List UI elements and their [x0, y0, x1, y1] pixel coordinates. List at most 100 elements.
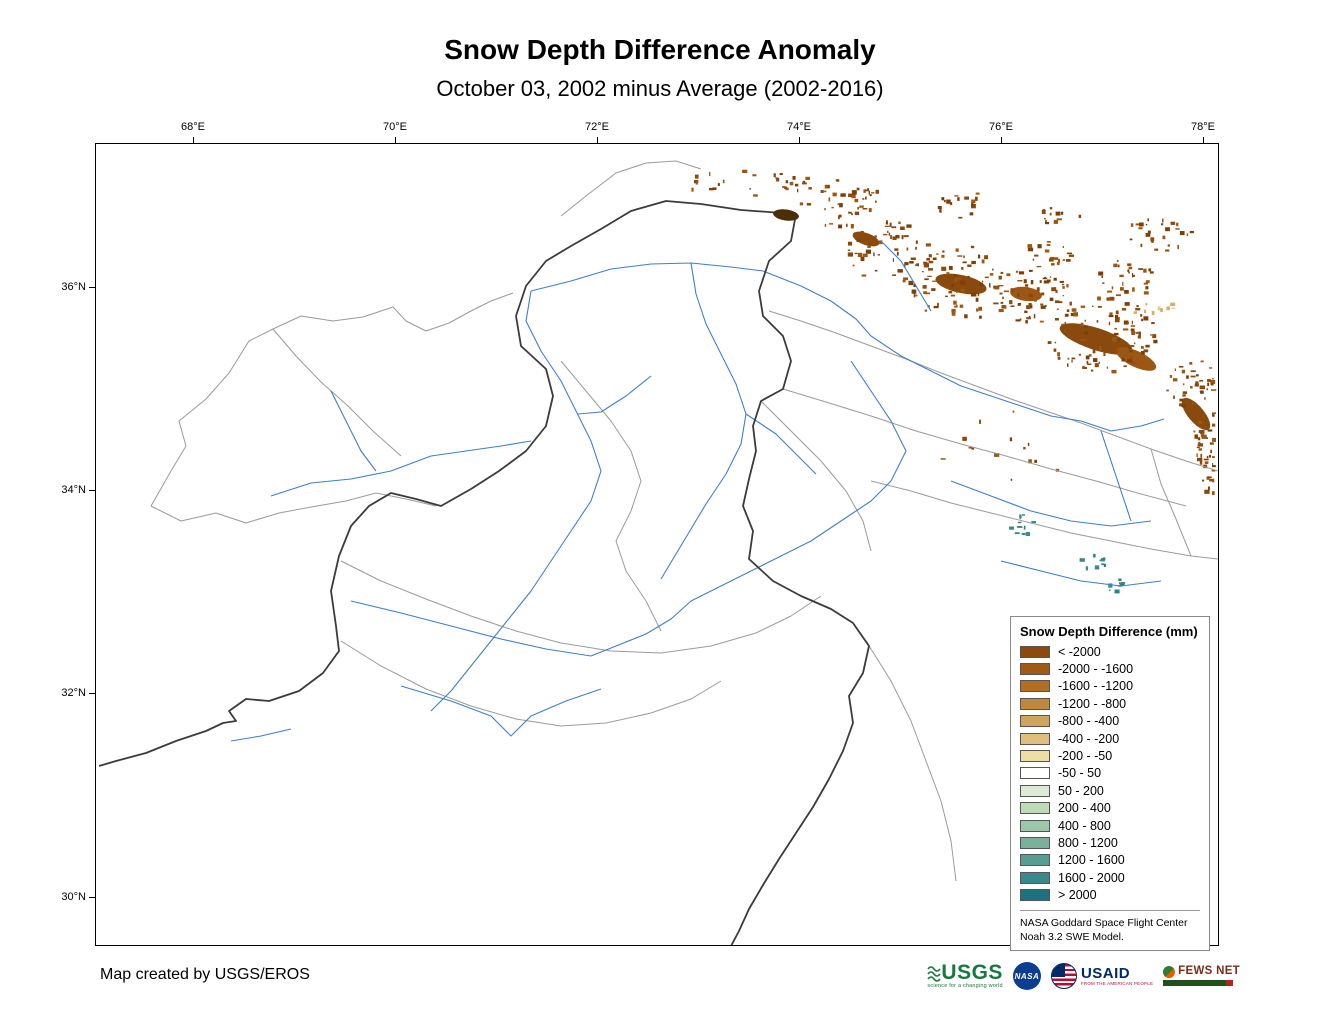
- snow-anomaly-speckle: [1096, 320, 1099, 323]
- usgs-wave-icon: [927, 965, 942, 982]
- snow-anomaly-speckle: [1198, 448, 1202, 451]
- snow-anomaly-speckle: [947, 275, 951, 277]
- snow-anomaly-speckle: [1029, 269, 1033, 272]
- snow-anomaly-speckle: [695, 180, 698, 185]
- snow-anomaly-speckle: [785, 187, 789, 191]
- snow-anomaly-speckle: [992, 268, 994, 271]
- legend-label: -800 - -400: [1058, 714, 1120, 729]
- snow-anomaly-speckle: [1200, 390, 1204, 394]
- snow-anomaly-speckle: [1062, 245, 1064, 248]
- snow-anomaly-speckle: [1053, 348, 1057, 352]
- snow-anomaly-speckle: [852, 190, 857, 195]
- snow-anomaly-speckle: [1030, 280, 1034, 285]
- snow-anomaly-speckle: [865, 196, 867, 200]
- snow-anomaly-speckle: [1017, 280, 1023, 282]
- snow-anomaly-speckle: [950, 294, 956, 297]
- snow-anomaly-speckle: [1027, 244, 1033, 248]
- snow-anomaly-speckle: [1064, 329, 1066, 332]
- snow-anomaly-speckle: [1143, 309, 1147, 314]
- snow-anomaly-speckle: [1131, 330, 1135, 335]
- snow-anomaly-speckle: [1084, 319, 1086, 322]
- snow-anomaly-speckle: [1132, 273, 1134, 277]
- x-tick-label: 76°E: [989, 121, 1013, 133]
- usgs-tagline: science for a changing world: [927, 982, 1003, 989]
- snow-anomaly-speckle: [1060, 211, 1064, 215]
- snow-anomaly-speckle: [1165, 227, 1170, 232]
- legend-entry: -200 - -50: [1020, 747, 1200, 764]
- snow-anomaly-speckle: [977, 292, 980, 297]
- snow-anomaly-speckle: [1111, 370, 1115, 373]
- snow-anomaly-speckle: [1053, 219, 1058, 224]
- snow-anomaly-speckle: [1154, 248, 1159, 251]
- legend-swatch: [1020, 854, 1050, 867]
- fewsnet-logo-text: FEWS NET: [1178, 965, 1240, 978]
- snow-anomaly-speckle: [925, 292, 931, 295]
- snow-anomaly-speckle: [1169, 375, 1173, 378]
- snow-anomaly-speckle: [868, 190, 870, 195]
- snow-anomaly-speckle: [1119, 582, 1121, 585]
- snow-anomaly-speckle: [1097, 296, 1101, 301]
- snow-anomaly-speckle: [1193, 430, 1196, 433]
- snow-anomaly-speckle: [1128, 345, 1131, 350]
- x-tick-label: 68°E: [181, 121, 205, 133]
- snow-anomaly-speckle: [1079, 558, 1085, 562]
- snow-anomaly-speckle: [994, 285, 1000, 290]
- snow-anomaly-speckle: [1116, 260, 1119, 262]
- snow-anomaly-speckle: [1010, 305, 1015, 307]
- snow-anomaly-speckle: [981, 259, 985, 264]
- snow-anomaly-speckle: [1131, 362, 1136, 364]
- snow-anomaly-speckle: [1032, 258, 1035, 261]
- legend-entry: -50 - 50: [1020, 765, 1200, 782]
- legend-label: -1200 - -800: [1058, 696, 1127, 711]
- legend-swatch: [1020, 715, 1050, 728]
- snow-anomaly-speckle: [1138, 268, 1143, 270]
- snow-anomaly-speckle: [1015, 319, 1021, 322]
- snow-anomaly-speckle: [1023, 279, 1027, 284]
- snow-anomaly-speckle: [910, 257, 916, 260]
- snow-anomaly-speckle: [1117, 264, 1120, 268]
- snow-anomaly-speckle: [1181, 404, 1186, 408]
- snow-anomaly-speckle: [1202, 479, 1205, 482]
- snow-anomaly-speckle: [1162, 218, 1164, 223]
- legend-entry: 800 - 1200: [1020, 834, 1200, 851]
- snow-anomaly-speckle: [1149, 271, 1154, 274]
- snow-anomaly-speckle: [1049, 297, 1054, 301]
- snow-anomaly-speckle: [984, 255, 989, 260]
- snow-anomaly-speckle: [1006, 273, 1011, 277]
- snow-anomaly-speckle: [948, 291, 953, 294]
- snow-anomaly-speckle: [805, 176, 810, 180]
- snow-anomaly-speckle: [1143, 268, 1147, 273]
- snow-anomaly-speckle: [1036, 287, 1040, 292]
- snow-anomaly-speckle: [1186, 375, 1189, 379]
- snow-anomaly-speckle: [863, 189, 866, 193]
- snow-anomaly-speckle: [1116, 349, 1118, 353]
- snow-anomaly-speckle: [1190, 386, 1193, 389]
- snow-anomaly-speckle: [797, 188, 799, 193]
- snow-anomaly-speckle: [1039, 280, 1042, 284]
- snow-anomaly-speckle: [717, 183, 720, 186]
- fewsnet-globe-icon: [1163, 966, 1176, 978]
- snow-anomaly-speckle: [1071, 308, 1077, 312]
- snow-anomaly-speckle: [979, 282, 984, 287]
- snow-anomaly-speckle: [969, 212, 974, 216]
- snow-anomaly-speckle: [1097, 305, 1102, 308]
- snow-anomaly-speckle: [1028, 293, 1034, 298]
- snow-anomaly-speckle: [971, 292, 977, 297]
- x-tick-label: 70°E: [383, 121, 407, 133]
- snow-anomaly-speckle: [802, 180, 806, 184]
- snow-anomaly-speckle: [874, 200, 877, 203]
- snow-anomaly-speckle: [1189, 362, 1193, 365]
- snow-anomaly-speckle: [1119, 582, 1125, 586]
- snow-anomaly-speckle: [1108, 315, 1114, 318]
- snow-anomaly-speckle: [1173, 395, 1175, 399]
- snow-anomaly-speckle: [1080, 322, 1084, 327]
- snow-anomaly-speckle: [1147, 218, 1149, 222]
- snow-anomaly-speckle: [1194, 434, 1198, 439]
- snow-anomaly-speckle: [1082, 365, 1085, 369]
- snow-anomaly-speckle: [961, 267, 964, 270]
- legend-box: Snow Depth Difference (mm) < -2000 -2000 …: [1010, 616, 1210, 952]
- snow-anomaly-speckle: [1211, 389, 1217, 391]
- snow-anomaly-speckle: [1212, 412, 1215, 417]
- snow-anomaly-speckle: [1208, 486, 1210, 491]
- legend-title: Snow Depth Difference (mm): [1020, 624, 1198, 639]
